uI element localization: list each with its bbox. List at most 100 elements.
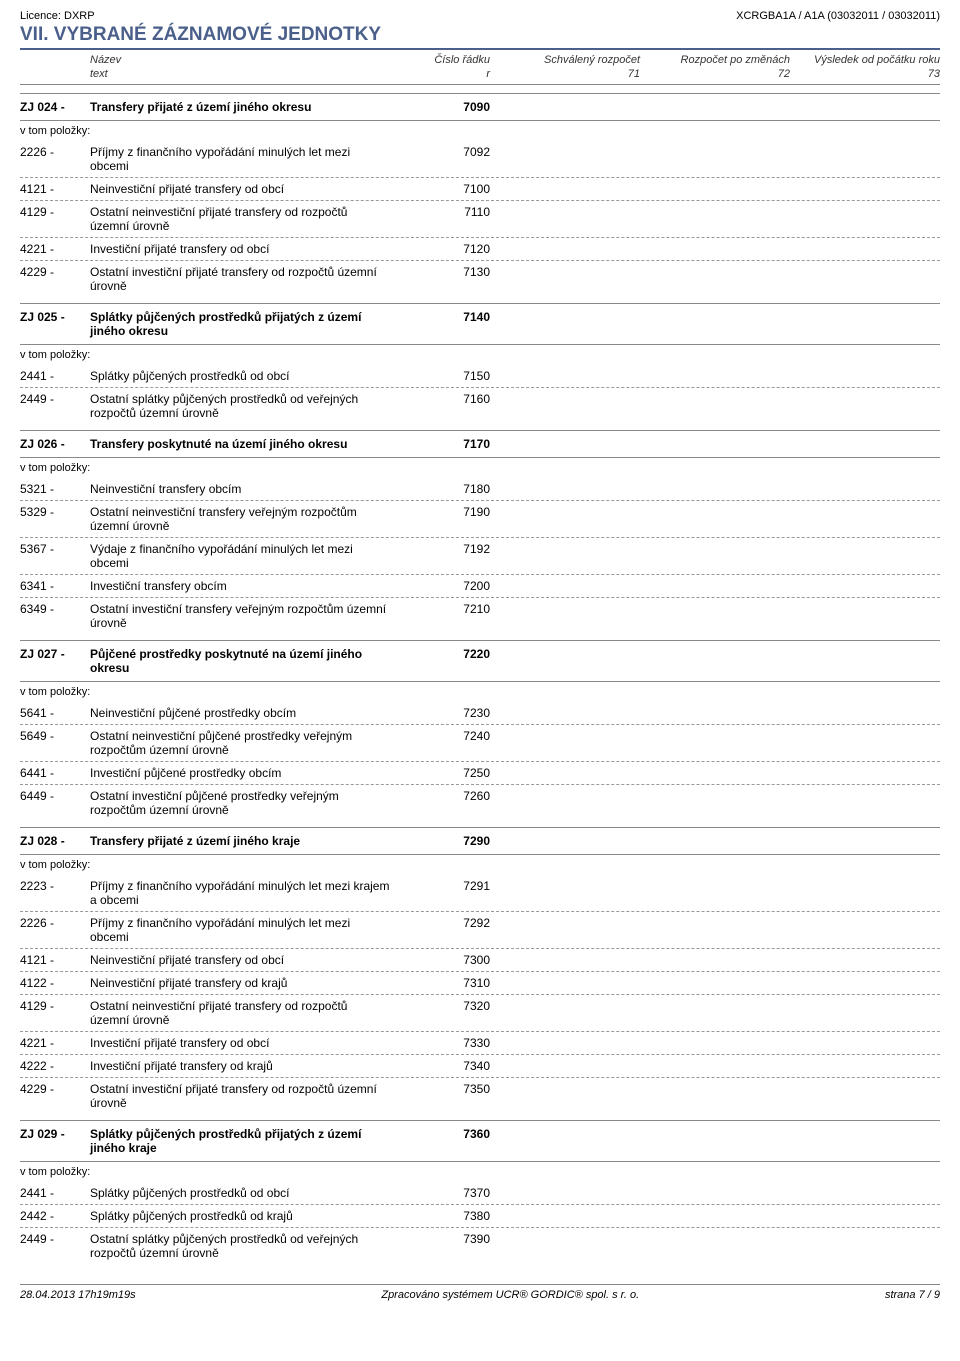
item-desc: Splátky půjčených prostředků od obcí <box>90 369 390 383</box>
column-header-row-1: Název Číslo řádku Schválený rozpočet Roz… <box>20 54 940 66</box>
item-desc: Příjmy z finančního vypořádání minulých … <box>90 879 390 907</box>
col-71: 71 <box>500 68 640 80</box>
zj-code: ZJ 024 - <box>20 100 80 114</box>
item-code: 5367 - <box>20 542 80 556</box>
item-desc: Investiční přijaté transfery od obcí <box>90 1036 390 1050</box>
zj-num: 7090 <box>400 100 490 114</box>
subhead: v tom položky: <box>20 345 940 365</box>
item-row: 2223 -Příjmy z finančního vypořádání min… <box>20 875 940 912</box>
item-code: 6441 - <box>20 766 80 780</box>
item-code: 6349 - <box>20 602 80 616</box>
zj-desc: Splátky půjčených prostředků přijatých z… <box>90 310 390 338</box>
item-desc: Neinvestiční přijaté transfery od krajů <box>90 976 390 990</box>
item-num: 7230 <box>400 706 490 720</box>
item-code: 2449 - <box>20 392 80 406</box>
item-num: 7390 <box>400 1232 490 1246</box>
zj-row: ZJ 025 - Splátky půjčených prostředků při… <box>20 303 940 345</box>
item-desc: Ostatní investiční transfery veřejným ro… <box>90 602 390 630</box>
item-num: 7250 <box>400 766 490 780</box>
zj-num: 7170 <box>400 437 490 451</box>
item-code: 5329 - <box>20 505 80 519</box>
item-row: 4229 -Ostatní investiční přijaté transfe… <box>20 261 940 297</box>
item-desc: Ostatní neinvestiční půjčené prostředky … <box>90 729 390 757</box>
item-row: 5329 -Ostatní neinvestiční transfery veř… <box>20 501 940 538</box>
item-row: 5649 - Ostatní neinvestiční půjčené prost… <box>20 725 940 762</box>
item-code: 5649 - <box>20 729 80 743</box>
item-desc: Investiční půjčené prostředky obcím <box>90 766 390 780</box>
item-num: 7192 <box>400 542 490 556</box>
item-code: 5641 - <box>20 706 80 720</box>
zj-desc: Půjčené prostředky poskytnuté na území j… <box>90 647 390 675</box>
item-code: 4221 - <box>20 1036 80 1050</box>
zj-code: ZJ 028 - <box>20 834 80 848</box>
item-desc: Příjmy z finančního vypořádání minulých … <box>90 916 390 944</box>
item-desc: Splátky půjčených prostředků od obcí <box>90 1186 390 1200</box>
page-footer: 28.04.2013 17h19m19s Zpracováno systémem… <box>20 1284 940 1301</box>
item-code: 4121 - <box>20 182 80 196</box>
item-row: 5641 - Neinvestiční půjčené prostředky ob… <box>20 702 940 725</box>
item-num: 7130 <box>400 265 490 279</box>
item-row: 4121 - Neinvestiční přijaté transfery od … <box>20 178 940 201</box>
zj-desc: Transfery poskytnuté na území jiného okr… <box>90 437 390 451</box>
item-row: 4229 -Ostatní investiční přijaté transfe… <box>20 1078 940 1114</box>
item-row: 4121 -Neinvestiční přijaté transfery od … <box>20 949 940 972</box>
item-code: 2441 - <box>20 369 80 383</box>
item-row: 2441 - Splátky půjčených prostředků od ob… <box>20 1182 940 1205</box>
col-nazev: Název <box>90 54 390 66</box>
zj-code: ZJ 025 - <box>20 310 80 324</box>
item-num: 7292 <box>400 916 490 930</box>
item-row: 6349 - Ostatní investiční transfery veřej… <box>20 598 940 634</box>
zj-row: ZJ 026 - Transfery poskytnuté na území ji… <box>20 430 940 458</box>
zj-code: ZJ 027 - <box>20 647 80 661</box>
col-text: text <box>90 68 390 80</box>
item-code: 4129 - <box>20 205 80 219</box>
item-desc: Ostatní investiční přijaté transfery od … <box>90 265 390 293</box>
item-desc: Neinvestiční půjčené prostředky obcím <box>90 706 390 720</box>
item-desc: Investiční přijaté transfery od obcí <box>90 242 390 256</box>
item-code: 2226 - <box>20 145 80 159</box>
subhead: v tom položky: <box>20 855 940 875</box>
item-desc: Příjmy z finančního vypořádání minulých … <box>90 145 390 173</box>
item-code: 2442 - <box>20 1209 80 1223</box>
zj-desc: Splátky půjčených prostředků přijatých z… <box>90 1127 390 1155</box>
subhead: v tom položky: <box>20 458 940 478</box>
item-num: 7300 <box>400 953 490 967</box>
col-72-label: Rozpočet po změnách <box>650 54 790 66</box>
zj-code: ZJ 026 - <box>20 437 80 451</box>
item-desc: Ostatní splátky půjčených prostředků od … <box>90 1232 390 1260</box>
item-num: 7350 <box>400 1082 490 1096</box>
item-code: 4229 - <box>20 1082 80 1096</box>
item-num: 7200 <box>400 579 490 593</box>
zj-desc: Transfery přijaté z území jiného okresu <box>90 100 390 114</box>
zj-row: ZJ 028 -Transfery přijaté z území jiného… <box>20 827 940 855</box>
item-row: 2226 - Příjmy z finančního vypořádání min… <box>20 141 940 178</box>
item-num: 7370 <box>400 1186 490 1200</box>
item-row: 2449 -Ostatní splátky půjčených prostřed… <box>20 388 940 424</box>
item-code: 4129 - <box>20 999 80 1013</box>
subhead: v tom položky: <box>20 1162 940 1182</box>
item-num: 7320 <box>400 999 490 1013</box>
item-desc: Neinvestiční přijaté transfery od obcí <box>90 953 390 967</box>
item-code: 2226 - <box>20 916 80 930</box>
item-desc: Neinvestiční přijaté transfery od obcí <box>90 182 390 196</box>
col-71-label: Schválený rozpočet <box>500 54 640 66</box>
report-body: ZJ 024 - Transfery přijaté z území jiného… <box>20 93 940 1264</box>
col-cislo: Číslo řádku <box>400 54 490 66</box>
item-num: 7380 <box>400 1209 490 1223</box>
zj-row: ZJ 024 - Transfery přijaté z území jiného… <box>20 93 940 121</box>
item-desc: Ostatní investiční půjčené prostředky ve… <box>90 789 390 817</box>
zj-num: 7140 <box>400 310 490 324</box>
item-num: 7110 <box>400 205 490 219</box>
subhead: v tom položky: <box>20 682 940 702</box>
item-code: 2441 - <box>20 1186 80 1200</box>
item-desc: Investiční přijaté transfery od krajů <box>90 1059 390 1073</box>
item-row: 2441 - Splátky půjčených prostředků od ob… <box>20 365 940 388</box>
item-num: 7340 <box>400 1059 490 1073</box>
item-num: 7180 <box>400 482 490 496</box>
item-row: 2226 - Příjmy z finančního vypořádání min… <box>20 912 940 949</box>
item-num: 7240 <box>400 729 490 743</box>
item-row: 4221 - Investiční přijaté transfery od ob… <box>20 1032 940 1055</box>
column-header-row-2: text r 71 72 73 <box>20 68 940 85</box>
item-code: 4222 - <box>20 1059 80 1073</box>
item-num: 7210 <box>400 602 490 616</box>
